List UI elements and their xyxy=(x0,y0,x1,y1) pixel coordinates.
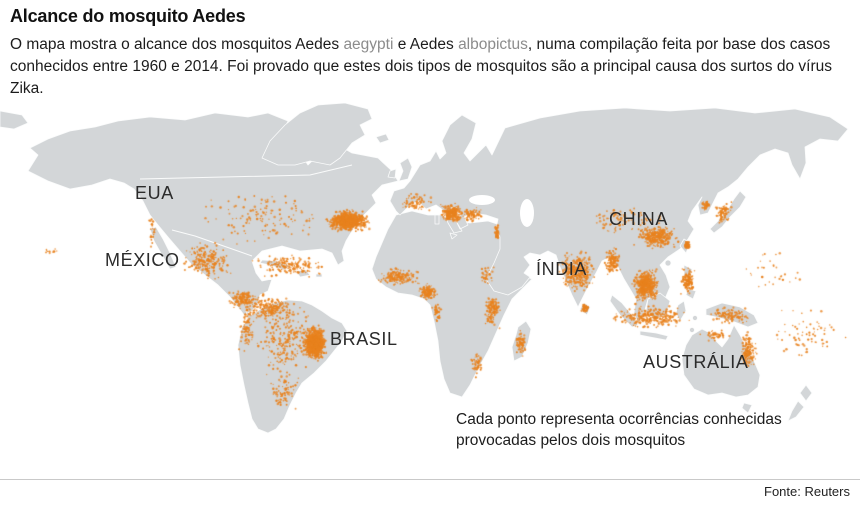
intro-text-run: e Aedes xyxy=(393,36,459,53)
map-labels: EUA MÉXICO BRASIL CHINA ÍNDIA AUSTRÁLIA xyxy=(0,103,860,477)
map-label-china: CHINA xyxy=(609,209,669,229)
species-name: aegypti xyxy=(343,36,394,53)
header: Alcance do mosquito Aedes O mapa mostra … xyxy=(10,6,855,100)
world-map: EUA MÉXICO BRASIL CHINA ÍNDIA AUSTRÁLIA Cada … xyxy=(0,103,860,477)
occurrence-dots-layer xyxy=(0,103,860,477)
map-label-brasil: BRASIL xyxy=(330,329,398,349)
intro-paragraph: O mapa mostra o alcance dos mosquitos Ae… xyxy=(10,34,853,100)
map-label-australia: AUSTRÁLIA xyxy=(643,352,749,372)
divider xyxy=(0,479,860,480)
map-note-line: Cada ponto representa ocorrências conhec… xyxy=(456,411,782,428)
map-label-mexico: MÉXICO xyxy=(105,250,180,270)
map-label-eua: EUA xyxy=(135,183,174,203)
map-note: Cada ponto representa ocorrências conhec… xyxy=(456,409,782,451)
intro-text-run: , numa compilação feita por base dos cas… xyxy=(10,36,832,97)
intro-text-run: O mapa mostra o alcance dos mosquitos Ae… xyxy=(10,36,344,53)
source-credit: Fonte: Reuters xyxy=(764,484,850,499)
map-note-line: provocadas pelos dois mosquitos xyxy=(456,432,686,449)
species-name: albopictus xyxy=(458,36,528,53)
map-label-india: ÍNDIA xyxy=(536,259,588,279)
page-title: Alcance do mosquito Aedes xyxy=(10,6,246,26)
